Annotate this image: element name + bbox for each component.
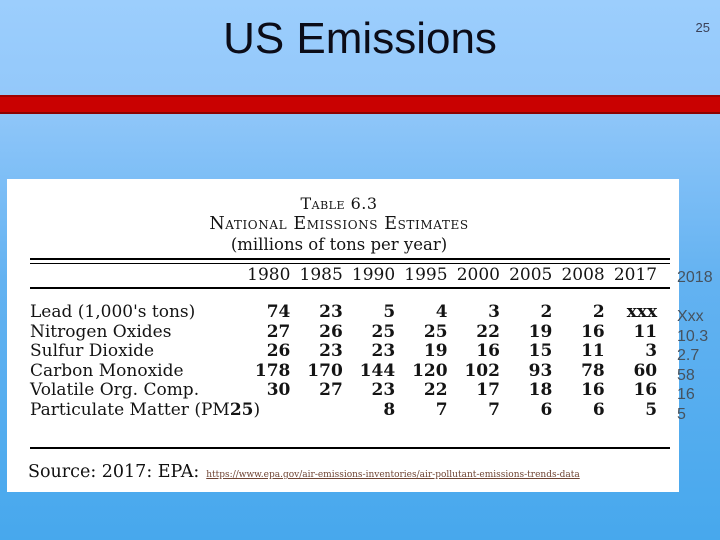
table-cell <box>238 401 290 421</box>
table-cell: 23 <box>371 341 396 362</box>
year-header-1985: 1985 <box>299 265 343 285</box>
table-row: Volatile Org. Comp. 30 27 23 22 17 18 16 16 <box>30 381 657 401</box>
table-cell <box>290 401 342 421</box>
table-cell: 16 <box>581 380 605 401</box>
source-label: Source: 2017: EPA: <box>28 462 200 482</box>
table-cell: 6 <box>592 399 605 420</box>
year-header-1980: 1980 <box>247 265 291 285</box>
table-cell: 23 <box>319 302 343 322</box>
year-header-2005: 2005 <box>509 265 553 285</box>
source-url-link[interactable]: https://www.epa.gov/air-emissions-invent… <box>206 470 580 480</box>
table-cell: 18 <box>528 380 553 401</box>
source-line: Source: 2017: EPA: https://www.epa.gov/ai… <box>28 462 580 482</box>
year-header-2008: 2008 <box>561 265 605 285</box>
annotation-value: 5 <box>677 405 686 423</box>
table-cell: 7 <box>435 399 448 420</box>
year-header-1995: 1995 <box>404 265 448 285</box>
table-cell: 23 <box>371 380 396 401</box>
table-row: Sulfur Dioxide 26 23 23 19 16 15 11 3 <box>30 342 657 362</box>
slide-title: US Emissions <box>223 14 497 63</box>
table-cell: 8 <box>383 399 396 420</box>
added-2018-values: Xxx 10.3 2.7 58 16 5 <box>677 307 720 424</box>
row-label: Particulate Matter (PM25) <box>30 399 261 420</box>
table-cell: 2 <box>540 302 553 322</box>
table-header-rule <box>30 287 670 289</box>
annotation-value: 16 <box>677 386 695 403</box>
row-label: Volatile Org. Comp. <box>30 380 200 401</box>
table-cell: xxx <box>626 302 658 322</box>
table-cell: 25 <box>423 321 448 342</box>
year-header-row: 1980 1985 1990 1995 2000 2005 2008 2017 <box>30 265 657 285</box>
table-row: Carbon Monoxide 178 170 144 120 102 93 78 60 <box>30 360 658 382</box>
added-2018-header: 2018 <box>677 269 713 286</box>
red-divider-bar <box>0 95 720 114</box>
table-cell: 3 <box>645 341 658 362</box>
year-header-2000: 2000 <box>456 265 500 285</box>
table-cell: 27 <box>319 380 343 401</box>
table-cell: 78 <box>581 360 605 381</box>
table-cell: 16 <box>476 341 500 362</box>
table-bottom-rule <box>30 447 670 449</box>
table-cell: 25 <box>371 321 396 342</box>
table-cell: 144 <box>359 360 396 381</box>
table-cell: 15 <box>528 341 553 362</box>
table-top-rule-upper <box>30 258 670 260</box>
table-cell: 16 <box>633 380 658 401</box>
table-cell: 16 <box>581 321 605 342</box>
row-label: Carbon Monoxide <box>30 360 184 381</box>
row-label: Nitrogen Oxides <box>30 321 172 342</box>
annotation-value: Xxx <box>677 308 704 325</box>
page-number: 25 <box>695 20 710 35</box>
table-cell: 22 <box>476 321 500 342</box>
table-cell: 11 <box>633 321 658 342</box>
added-2018-column: 2018 Xxx 10.3 2.7 58 16 5 <box>677 268 720 424</box>
table-cell: 120 <box>412 360 448 381</box>
row-label: Lead (1,000's tons) <box>30 302 196 322</box>
table-cell: 3 <box>488 302 500 322</box>
table-caption-title: National Emissions Estimates <box>209 214 469 234</box>
table-cell: 27 <box>266 321 291 342</box>
table-cell: 102 <box>464 360 500 381</box>
table-image-panel: Table 6.3 National Emissions Estimates (… <box>7 179 679 492</box>
table-body: Lead (1,000's tons) 74 23 5 4 3 2 2 xxx Nitrogen … <box>30 302 658 421</box>
table-cell: 30 <box>266 380 291 401</box>
table-top-rule-lower <box>30 263 670 264</box>
table-cell: 5 <box>645 399 658 420</box>
table-cell: 6 <box>540 399 553 420</box>
table-cell: 11 <box>581 341 605 362</box>
annotation-value: 2.7 <box>677 347 700 364</box>
year-header-spacer <box>30 265 238 285</box>
table-cell: 60 <box>633 360 658 381</box>
table-cell: 7 <box>488 399 500 420</box>
year-header-2017: 2017 <box>613 265 658 285</box>
annotation-value: 58 <box>677 366 695 384</box>
table-cell: 2 <box>592 302 605 322</box>
table-caption-units: (millions of tons per year) <box>230 235 448 254</box>
table-cell: 26 <box>319 321 343 342</box>
table-cell: 19 <box>423 341 448 362</box>
table-cell: 26 <box>266 341 291 362</box>
table-cell: 5 <box>383 302 396 322</box>
table-caption-number: Table 6.3 <box>300 194 378 213</box>
table-cell: 19 <box>528 321 553 342</box>
table-cell: 17 <box>476 380 500 401</box>
table-cell: 170 <box>307 360 343 381</box>
table-cell: 22 <box>423 380 448 401</box>
year-header-1990: 1990 <box>351 265 396 285</box>
table-cell: 178 <box>254 360 291 381</box>
table-cell: 93 <box>528 360 553 381</box>
table-row: Particulate Matter (PM25) 8 7 7 6 6 5 <box>30 399 658 421</box>
row-label-bold-part: 25 <box>229 399 254 420</box>
table-cell: 4 <box>435 302 448 322</box>
table-cell: 23 <box>319 341 343 362</box>
table-cell: 74 <box>266 302 291 322</box>
table-row: Lead (1,000's tons) 74 23 5 4 3 2 2 xxx <box>30 302 658 323</box>
table-caption: Table 6.3 National Emissions Estimates (… <box>7 193 671 255</box>
table-row: Nitrogen Oxides 27 26 25 25 22 19 16 11 <box>30 321 658 343</box>
row-label: Sulfur Dioxide <box>30 341 155 362</box>
annotation-value: 10.3 <box>677 327 709 345</box>
